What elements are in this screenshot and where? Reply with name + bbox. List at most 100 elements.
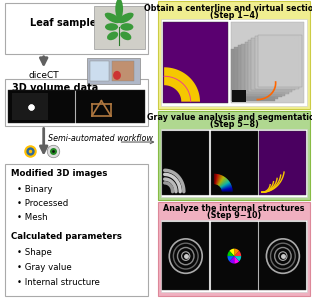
Polygon shape xyxy=(214,174,215,184)
Ellipse shape xyxy=(105,23,118,30)
Bar xyxy=(161,19,307,106)
Text: • Binary: • Binary xyxy=(17,185,53,194)
Bar xyxy=(231,49,275,101)
Polygon shape xyxy=(234,249,239,256)
Polygon shape xyxy=(215,174,217,184)
Polygon shape xyxy=(218,177,225,186)
Bar xyxy=(241,44,285,96)
Text: (Step 5−8): (Step 5−8) xyxy=(210,120,258,129)
Bar xyxy=(87,58,140,84)
Bar xyxy=(162,222,209,290)
Polygon shape xyxy=(222,187,232,190)
Bar xyxy=(12,93,48,120)
Polygon shape xyxy=(219,179,227,186)
Bar xyxy=(163,22,228,103)
Polygon shape xyxy=(219,178,226,186)
Polygon shape xyxy=(220,181,230,187)
Polygon shape xyxy=(216,175,220,184)
Polygon shape xyxy=(219,179,227,187)
Ellipse shape xyxy=(105,13,120,23)
Bar xyxy=(5,164,148,296)
Bar xyxy=(248,40,292,92)
Text: Obtain a centerline and virtual sections: Obtain a centerline and virtual sections xyxy=(144,4,312,13)
Polygon shape xyxy=(227,251,234,256)
Polygon shape xyxy=(218,176,223,185)
Ellipse shape xyxy=(115,0,123,19)
Polygon shape xyxy=(219,178,226,186)
Bar xyxy=(5,79,148,126)
Polygon shape xyxy=(222,189,232,191)
Polygon shape xyxy=(222,190,233,191)
Ellipse shape xyxy=(120,32,131,40)
Polygon shape xyxy=(218,176,224,185)
Text: diceCT: diceCT xyxy=(28,71,59,80)
Polygon shape xyxy=(222,188,232,190)
Ellipse shape xyxy=(120,23,134,30)
Polygon shape xyxy=(221,186,232,190)
Polygon shape xyxy=(216,174,219,184)
Bar xyxy=(258,35,302,87)
Text: Gray value analysis and segmentation: Gray value analysis and segmentation xyxy=(147,113,312,122)
Bar xyxy=(211,131,258,195)
Bar xyxy=(232,90,246,102)
Bar xyxy=(231,22,304,103)
Polygon shape xyxy=(220,179,228,187)
Polygon shape xyxy=(229,249,234,256)
Bar xyxy=(8,90,75,123)
Polygon shape xyxy=(215,174,218,184)
Polygon shape xyxy=(217,175,220,184)
Bar xyxy=(211,222,258,290)
Text: (Step 9−10): (Step 9−10) xyxy=(207,211,261,220)
Polygon shape xyxy=(216,174,219,184)
Bar xyxy=(255,36,299,89)
Bar xyxy=(245,42,289,94)
Bar xyxy=(5,3,148,54)
Text: Calculated parameters: Calculated parameters xyxy=(11,232,122,241)
Text: 3D volume data: 3D volume data xyxy=(12,83,98,93)
Bar xyxy=(158,111,310,200)
Polygon shape xyxy=(164,67,200,102)
Text: Leaf sample: Leaf sample xyxy=(30,18,96,28)
Polygon shape xyxy=(221,185,232,189)
Polygon shape xyxy=(214,174,215,184)
Bar xyxy=(158,1,310,109)
Text: Analyze the internal structures: Analyze the internal structures xyxy=(163,204,305,213)
Bar xyxy=(90,61,109,81)
Polygon shape xyxy=(219,177,226,186)
Text: Modified 3D images: Modified 3D images xyxy=(11,169,107,178)
Polygon shape xyxy=(222,188,232,190)
Bar xyxy=(112,61,134,81)
Polygon shape xyxy=(216,174,218,184)
Polygon shape xyxy=(220,180,228,187)
Polygon shape xyxy=(227,256,234,261)
Polygon shape xyxy=(217,175,221,185)
Polygon shape xyxy=(221,183,230,188)
Polygon shape xyxy=(220,179,228,187)
Text: • Gray value: • Gray value xyxy=(17,263,72,271)
Polygon shape xyxy=(215,174,217,184)
Polygon shape xyxy=(222,187,232,190)
Bar xyxy=(234,47,278,99)
Polygon shape xyxy=(219,178,227,186)
Polygon shape xyxy=(217,176,222,185)
Polygon shape xyxy=(217,175,222,185)
Bar xyxy=(94,6,145,49)
Ellipse shape xyxy=(118,13,134,23)
Polygon shape xyxy=(218,176,224,185)
Polygon shape xyxy=(215,174,217,184)
Bar xyxy=(76,90,145,123)
Polygon shape xyxy=(220,180,229,187)
Ellipse shape xyxy=(113,71,121,80)
Polygon shape xyxy=(221,183,231,188)
Polygon shape xyxy=(220,181,229,187)
Polygon shape xyxy=(221,184,231,189)
Bar xyxy=(161,129,307,197)
Text: Semi-automated workflow: Semi-automated workflow xyxy=(48,134,153,143)
Text: • Processed: • Processed xyxy=(17,199,68,208)
Polygon shape xyxy=(217,175,221,185)
Bar xyxy=(251,38,295,90)
Text: (Step 1−4): (Step 1−4) xyxy=(210,11,258,20)
Polygon shape xyxy=(234,256,241,261)
Bar xyxy=(259,222,306,290)
Bar xyxy=(238,45,282,97)
